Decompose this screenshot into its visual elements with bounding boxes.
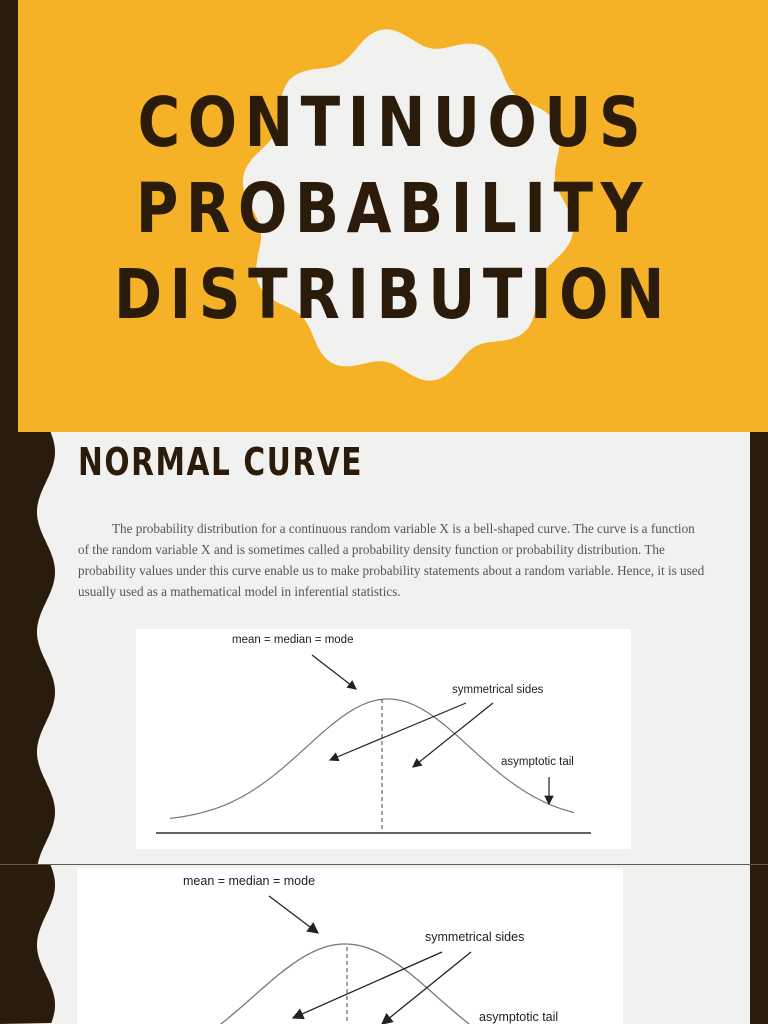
wavy-blob-shape [242,29,574,381]
arrow-left-side-2 [291,951,443,1020]
title-line-3: DISTRIBUTION [114,255,672,335]
label-mean-median-mode-2: mean = median = mode [183,874,316,888]
arrow-center [311,654,357,690]
normal-curve-diagram [156,654,591,834]
normal-curve-diagram-2 [219,895,472,1024]
right-dark-edge [750,432,768,1024]
bell-curve-2 [219,943,471,1024]
arrow-right-side-2 [380,951,472,1024]
arrow-right-side [412,702,494,768]
label-mean-median-mode: mean = median = mode [232,634,354,646]
wavy-left-border-2 [0,865,55,1024]
slide-divider [0,864,768,865]
slide-title: CONTINUOUS PROBABILITY DISTRIBUTION [78,80,708,338]
label-symmetrical-sides: symmetrical sides [452,684,544,696]
title-line-1: CONTINUOUS [137,83,649,163]
label-asymptotic-tail-2: asymptotic tail [479,1010,559,1024]
arrow-center-2 [268,895,320,934]
slide-heading: NORMAL CURVE [78,440,364,484]
bell-curve [169,698,575,819]
next-slide-partial: mean = median = mode symmetrical sides a… [0,865,750,1024]
normal-curve-slide: NORMAL CURVE The probability distributio… [0,432,750,864]
title-slide: CONTINUOUS PROBABILITY DISTRIBUTION [18,0,768,432]
normal-curve-figure-2: mean = median = mode symmetrical sides a… [77,868,623,1024]
description-paragraph: The probability distribution for a conti… [78,521,705,599]
wavy-left-border [0,432,55,864]
arrow-left-side [328,702,467,762]
title-line-2: PROBABILITY [135,169,651,249]
label-symmetrical-sides-2: symmetrical sides [425,930,525,944]
normal-curve-figure: mean = median = mode symmetrical sides a… [136,629,631,849]
label-asymptotic-tail: asymptotic tail [501,756,574,768]
